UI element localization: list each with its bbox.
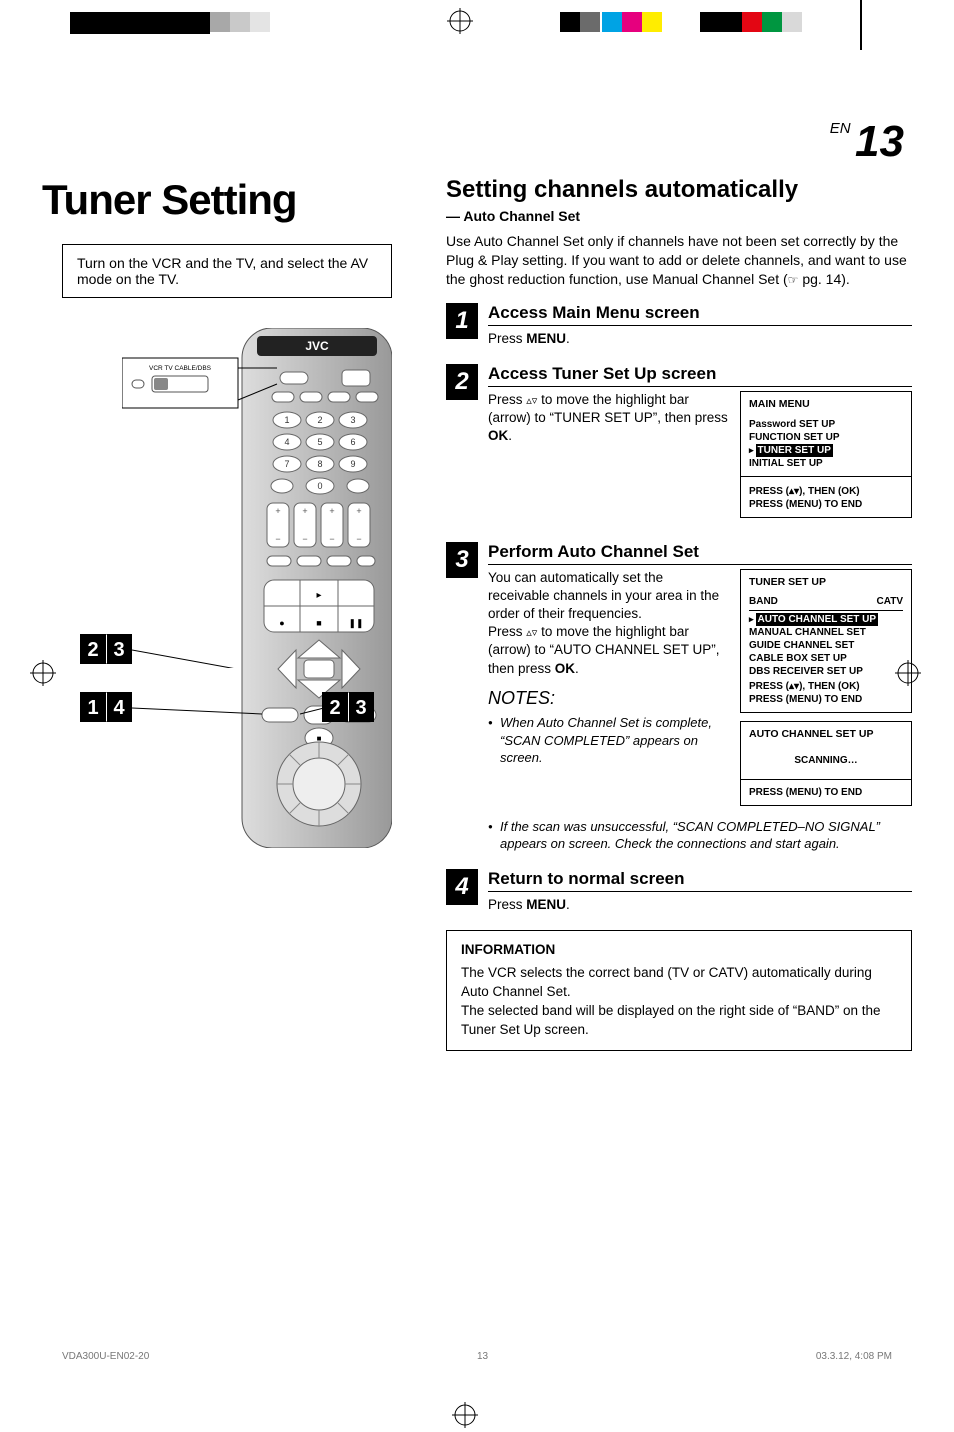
svg-text:3: 3 <box>350 415 355 425</box>
svg-text:1: 1 <box>284 415 289 425</box>
svg-text:4: 4 <box>284 437 289 447</box>
step-num: 3 <box>446 542 478 578</box>
print-marks-top <box>0 0 954 40</box>
step-body: Press MENU. <box>488 330 912 348</box>
up-icon <box>526 624 532 639</box>
notes-list: When Auto Channel Set is complete, “SCAN… <box>488 714 728 767</box>
osd-scanning: AUTO CHANNEL SET UP SCANNING… PRESS (MEN… <box>740 721 912 806</box>
note-item: When Auto Channel Set is complete, “SCAN… <box>488 714 728 767</box>
step-title: Return to normal screen <box>488 869 912 892</box>
callout-23-bottom: 2 3 <box>322 692 374 722</box>
notes-heading: NOTES: <box>488 686 728 710</box>
svg-text:−: − <box>329 534 334 544</box>
step-num: 4 <box>446 869 478 905</box>
footer: VDA300U-EN02-20 13 03.3.12, 4:08 PM <box>42 1351 912 1362</box>
page-ref-icon <box>788 271 799 287</box>
remote-illustration: JVC VCR TV CABLE/DBS <box>122 328 392 848</box>
svg-text:0: 0 <box>317 481 322 491</box>
info-text: The selected band will be displayed on t… <box>461 1002 897 1040</box>
svg-text:−: − <box>275 534 280 544</box>
svg-text:❚❚: ❚❚ <box>348 618 363 629</box>
page-num: 13 <box>855 117 904 166</box>
osd-title: TUNER SET UP <box>749 576 903 590</box>
footer-timestamp: 03.3.12, 4:08 PM <box>816 1351 892 1362</box>
svg-text:+: + <box>302 506 307 516</box>
callout-num: 3 <box>348 692 374 722</box>
svg-text:●: ● <box>279 618 284 628</box>
step-title: Access Main Menu screen <box>488 303 912 326</box>
callout-14: 1 4 <box>80 692 132 722</box>
info-text: The VCR selects the correct band (TV or … <box>461 964 897 1002</box>
callout-line <box>132 702 262 716</box>
section-heading: Setting channels automatically <box>446 176 912 204</box>
svg-text:JVC: JVC <box>305 339 329 353</box>
svg-text:▸: ▸ <box>316 590 321 601</box>
section-intro: Use Auto Channel Set only if channels ha… <box>446 232 912 289</box>
note-item: If the scan was unsuccessful, “SCAN COMP… <box>488 818 912 853</box>
step-4: 4 Return to normal screen Press MENU. <box>446 869 912 914</box>
svg-text:VCR TV CABLE/DBS: VCR TV CABLE/DBS <box>149 365 212 372</box>
print-marks-bottom <box>42 1402 912 1432</box>
osd-main-menu: MAIN MENU Password SET UP FUNCTION SET U… <box>740 391 912 518</box>
step-body: Press MENU. <box>488 896 912 914</box>
instruction-text: Turn on the VCR and the TV, and select t… <box>77 255 368 287</box>
callout-23-top: 2 3 <box>80 634 132 664</box>
notes-list: If the scan was unsuccessful, “SCAN COMP… <box>488 818 912 853</box>
svg-text:■: ■ <box>316 618 321 628</box>
svg-text:9: 9 <box>350 459 355 469</box>
callout-num: 2 <box>80 634 106 664</box>
section-sub: — Auto Channel Set <box>446 208 912 224</box>
osd-title: MAIN MENU <box>749 398 903 412</box>
remote-area: JVC VCR TV CABLE/DBS <box>42 328 422 888</box>
svg-text:−: − <box>356 534 361 544</box>
callout-line <box>132 648 252 668</box>
callout-num: 1 <box>80 692 106 722</box>
step-body: You can automatically set the receivable… <box>488 569 728 814</box>
footer-page: 13 <box>477 1351 488 1362</box>
information-box: INFORMATION The VCR selects the correct … <box>446 930 912 1050</box>
step-title: Perform Auto Channel Set <box>488 542 912 565</box>
info-heading: INFORMATION <box>461 941 897 960</box>
page-title: Tuner Setting <box>42 176 422 224</box>
footer-file: VDA300U-EN02-20 <box>62 1351 149 1362</box>
step-1: 1 Access Main Menu screen Press MENU. <box>446 303 912 348</box>
step-3: 3 Perform Auto Channel Set You can autom… <box>446 542 912 853</box>
page-number: EN 13 <box>42 120 912 164</box>
up-icon <box>526 392 532 407</box>
callout-num: 2 <box>322 692 348 722</box>
svg-text:8: 8 <box>317 459 322 469</box>
svg-text:−: − <box>302 534 307 544</box>
svg-text:+: + <box>356 506 361 516</box>
step-num: 1 <box>446 303 478 339</box>
svg-text:5: 5 <box>317 437 322 447</box>
osd-title: AUTO CHANNEL SET UP <box>749 728 903 742</box>
step-title: Access Tuner Set Up screen <box>488 364 912 387</box>
osd-tuner-setup: TUNER SET UP BAND CATV AUTO CHANNEL SET … <box>740 569 912 714</box>
page-en-label: EN <box>830 120 851 137</box>
step-body: Press to move the highlight bar (arrow) … <box>488 391 728 526</box>
svg-text:+: + <box>275 506 280 516</box>
svg-text:6: 6 <box>350 437 355 447</box>
svg-text:+: + <box>329 506 334 516</box>
svg-text:7: 7 <box>284 459 289 469</box>
step-num: 2 <box>446 364 478 400</box>
callout-line <box>300 702 324 716</box>
callout-num: 3 <box>106 634 132 664</box>
svg-text:2: 2 <box>317 415 322 425</box>
instruction-box: Turn on the VCR and the TV, and select t… <box>62 244 392 298</box>
step-2: 2 Access Tuner Set Up screen Press to mo… <box>446 364 912 526</box>
callout-num: 4 <box>106 692 132 722</box>
